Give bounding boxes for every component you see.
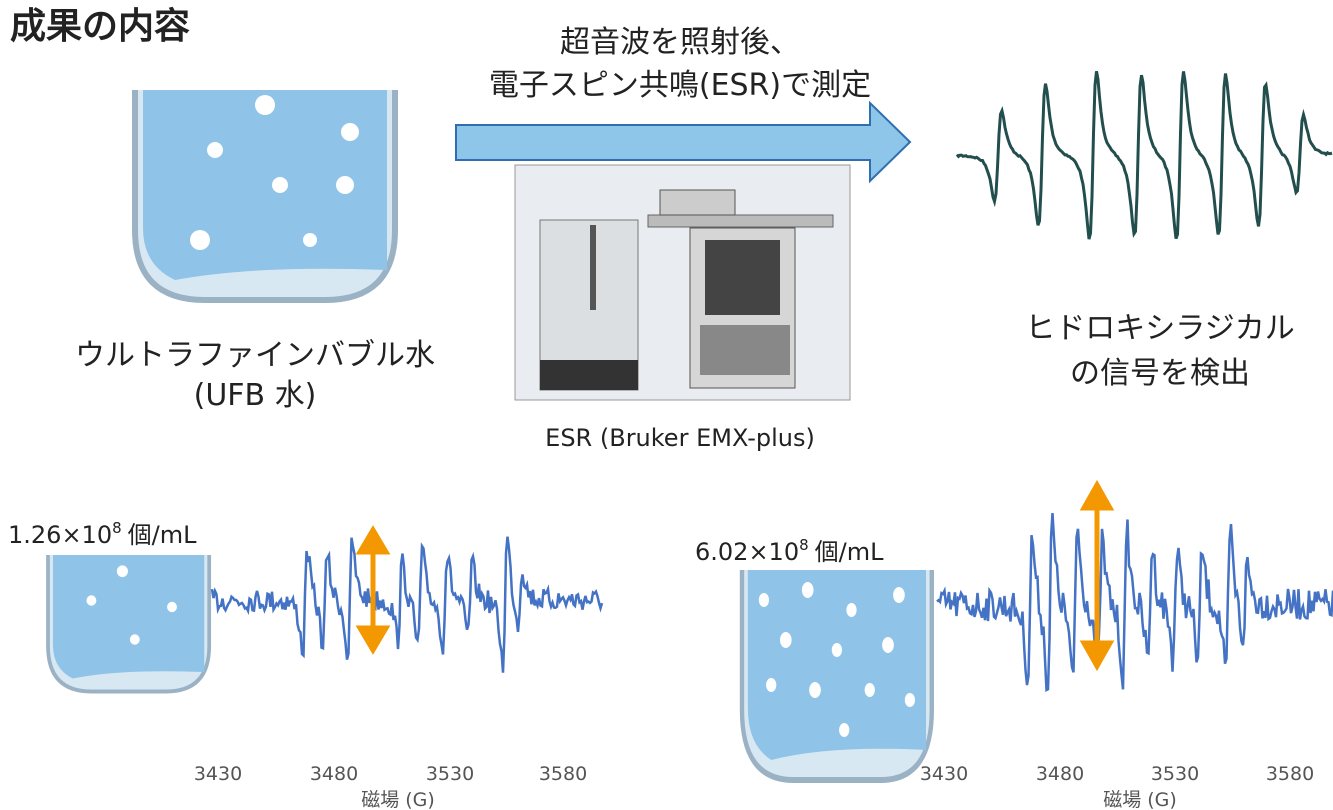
concentration-base: 1.26×10 — [8, 521, 112, 549]
esr-spectrum — [957, 71, 1332, 239]
x-tick-label: 3480 — [310, 763, 358, 785]
concentration: 1.26×108 個/mL — [8, 519, 197, 549]
concentration-unit: 個/mL — [128, 521, 197, 549]
x-tick-label: 3580 — [1266, 763, 1314, 785]
arrow-label: 超音波を照射後、 — [560, 25, 800, 60]
sample-beaker — [742, 570, 932, 780]
result-label: の信号を検出 — [1070, 356, 1250, 391]
concentration: 6.02×108 個/mL — [695, 536, 884, 566]
arrow-label: 電子スピン共鳴(ESR)で測定 — [489, 68, 871, 103]
title: 成果の内容 — [10, 6, 190, 47]
x-tick-label: 3480 — [1036, 763, 1084, 785]
concentration-exponent: 8 — [112, 519, 122, 537]
x-tick-label: 3580 — [539, 763, 587, 785]
sample-beaker — [48, 555, 209, 692]
sample-beaker — [135, 90, 395, 300]
concentration-unit: 個/mL — [815, 538, 884, 566]
concentration-base: 6.02×10 — [695, 538, 799, 566]
x-tick-label: 3530 — [1151, 763, 1199, 785]
instrument-photo — [515, 165, 850, 400]
esr-spectrum — [212, 537, 602, 673]
sample-label: (UFB 水) — [194, 378, 317, 413]
x-tick-label: 3430 — [920, 763, 968, 785]
slide: 成果の内容 超音波を照射後、 電子スピン共鳴(ESR)で測定 ウルトラファインバ… — [0, 0, 1333, 810]
x-axis-label: 磁場 (G) — [361, 789, 435, 810]
esr-spectrum — [937, 513, 1333, 690]
x-tick-label: 3530 — [426, 763, 474, 785]
x-tick-label: 3430 — [194, 763, 242, 785]
result-label: ヒドロキシラジカル — [1025, 311, 1294, 346]
concentration-exponent: 8 — [799, 536, 809, 554]
amplitude-arrow — [360, 530, 386, 650]
instrument-label: ESR (Bruker EMX-plus) — [545, 424, 815, 452]
x-axis-label: 磁場 (G) — [1103, 789, 1177, 810]
sample-label: ウルトラファインバブル水 — [75, 338, 435, 373]
